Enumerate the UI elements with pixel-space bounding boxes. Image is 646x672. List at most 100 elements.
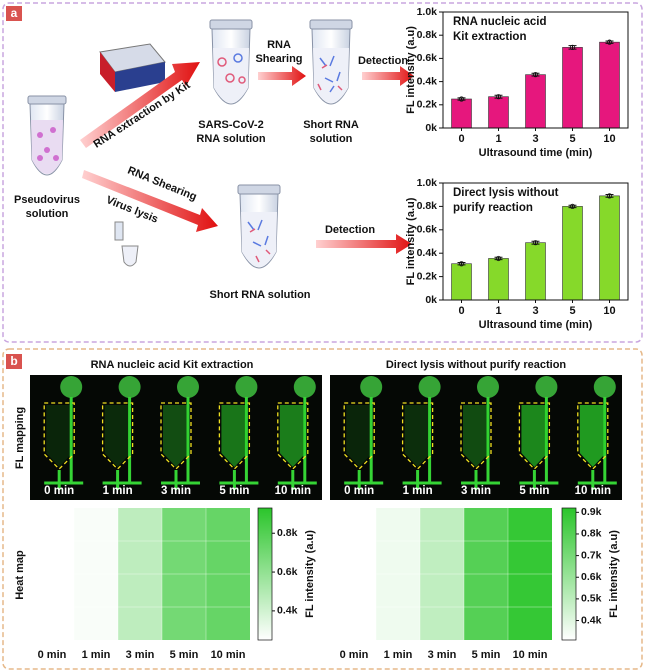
y-tick-label: 0.6k	[417, 52, 438, 64]
reservoir	[360, 376, 383, 398]
bar	[488, 96, 509, 129]
colorbar-tick-label: 0.8k	[277, 527, 298, 539]
channel	[161, 397, 200, 490]
kit-box	[99, 43, 166, 92]
panel-title: RNA nucleic acid Kit extraction	[91, 359, 254, 371]
y-tick-label: 0k	[425, 122, 437, 134]
data-point	[495, 94, 502, 100]
image-label: 10 min	[575, 485, 611, 497]
channel	[44, 397, 84, 490]
error-bar	[568, 204, 577, 209]
chamber-glow	[521, 405, 548, 467]
bar	[599, 41, 620, 129]
data-point	[532, 240, 539, 246]
chart-title: Kit extraction	[453, 31, 527, 43]
data-point	[458, 261, 465, 267]
reservoir	[535, 376, 558, 398]
reservoir	[418, 376, 441, 398]
plot-frame	[442, 182, 629, 301]
x-tick-label: 1	[495, 133, 501, 145]
chamber-glow	[104, 405, 131, 467]
x-tick-label: 5 min	[170, 649, 199, 661]
arrow	[362, 66, 414, 86]
x-axis-label: Ultrasound time (min)	[479, 147, 593, 159]
bar	[599, 195, 620, 301]
arrow	[80, 62, 200, 148]
colorbar-tick-label: 0.4k	[581, 614, 602, 626]
channel	[102, 397, 142, 490]
diagram-label: Short RNA solution	[209, 289, 310, 301]
diagram-label: solution	[26, 208, 69, 220]
heat-cell	[376, 508, 420, 640]
colorbar	[561, 507, 577, 641]
chamber-glow	[221, 405, 248, 467]
chamber-outline	[343, 402, 375, 470]
y-tick-label: 0.2k	[417, 99, 438, 111]
x-tick-label: 10	[603, 305, 615, 317]
error-bar	[605, 193, 614, 198]
x-tick-label: 3 min	[428, 649, 457, 661]
image-label: 1 min	[403, 485, 433, 497]
image-label: 3 min	[461, 485, 491, 497]
chart-title: Direct lysis without	[453, 187, 559, 199]
colorbar-tick-label: 0.9k	[581, 506, 602, 518]
reservoir	[593, 376, 616, 398]
tube-sars	[209, 19, 253, 105]
chamber-outline	[460, 402, 492, 470]
y-tick-label: 1.0k	[417, 6, 438, 18]
y-axis-label: FL intensity (a.u)	[405, 26, 417, 114]
x-axis-label: Ultrasound time (min)	[479, 319, 593, 331]
x-tick-label: 0 min	[340, 649, 369, 661]
arrow	[316, 234, 412, 254]
chamber-outline	[160, 402, 192, 470]
x-tick-label: 10	[603, 133, 615, 145]
bar	[525, 242, 546, 301]
channel	[461, 397, 500, 490]
y-tick-label: 0.4k	[417, 247, 438, 259]
x-tick-label: 0 min	[38, 649, 67, 661]
error-bar	[605, 40, 614, 44]
heat-cell	[464, 508, 508, 640]
data-point	[606, 193, 613, 199]
data-point	[606, 39, 613, 45]
bar	[562, 206, 583, 301]
reservoir	[477, 376, 499, 398]
heat-cell	[74, 508, 118, 640]
x-tick-label: 10 min	[513, 649, 548, 661]
diagram-label: Detection	[358, 55, 408, 67]
image-label: 3 min	[161, 485, 191, 497]
tube-short-rna-2	[237, 184, 281, 269]
chart-title: purify reaction	[453, 202, 533, 214]
error-bar	[494, 94, 503, 99]
data-point	[569, 203, 576, 209]
panel-a-frame	[2, 2, 643, 343]
colorbar-label: FL intensity (a.u)	[608, 530, 620, 618]
arrow	[258, 66, 306, 86]
y-tick-label: 0k	[425, 294, 437, 306]
plot-frame	[442, 11, 629, 129]
heat-cell	[332, 508, 376, 640]
heat-cell	[508, 508, 552, 640]
panel-label-box	[6, 6, 22, 21]
x-tick-label: 1	[495, 305, 501, 317]
x-tick-label: 3	[532, 305, 538, 317]
diagram-label: solution	[310, 133, 353, 145]
colorbar-tick-label: 0.6k	[277, 566, 298, 578]
diagram-label: Pseudovirus	[14, 194, 80, 206]
chamber-outline	[218, 402, 251, 470]
colorbar-tick-label: 0.6k	[581, 571, 602, 583]
y-tick-label: 1.0k	[417, 177, 438, 189]
image-label: 10 min	[275, 485, 311, 497]
image-label: 0 min	[344, 485, 374, 497]
x-tick-label: 10 min	[211, 649, 246, 661]
bar	[451, 98, 472, 129]
reservoir	[235, 376, 258, 398]
chamber-outline	[101, 402, 134, 470]
error-bar	[457, 97, 466, 101]
chamber-glow	[163, 405, 189, 467]
row-label: FL mapping	[14, 407, 26, 469]
colorbar-tick-label: 0.5k	[581, 593, 602, 605]
x-tick-label: 5	[569, 305, 575, 317]
y-axis-label: FL intensity (a.u)	[405, 197, 417, 285]
